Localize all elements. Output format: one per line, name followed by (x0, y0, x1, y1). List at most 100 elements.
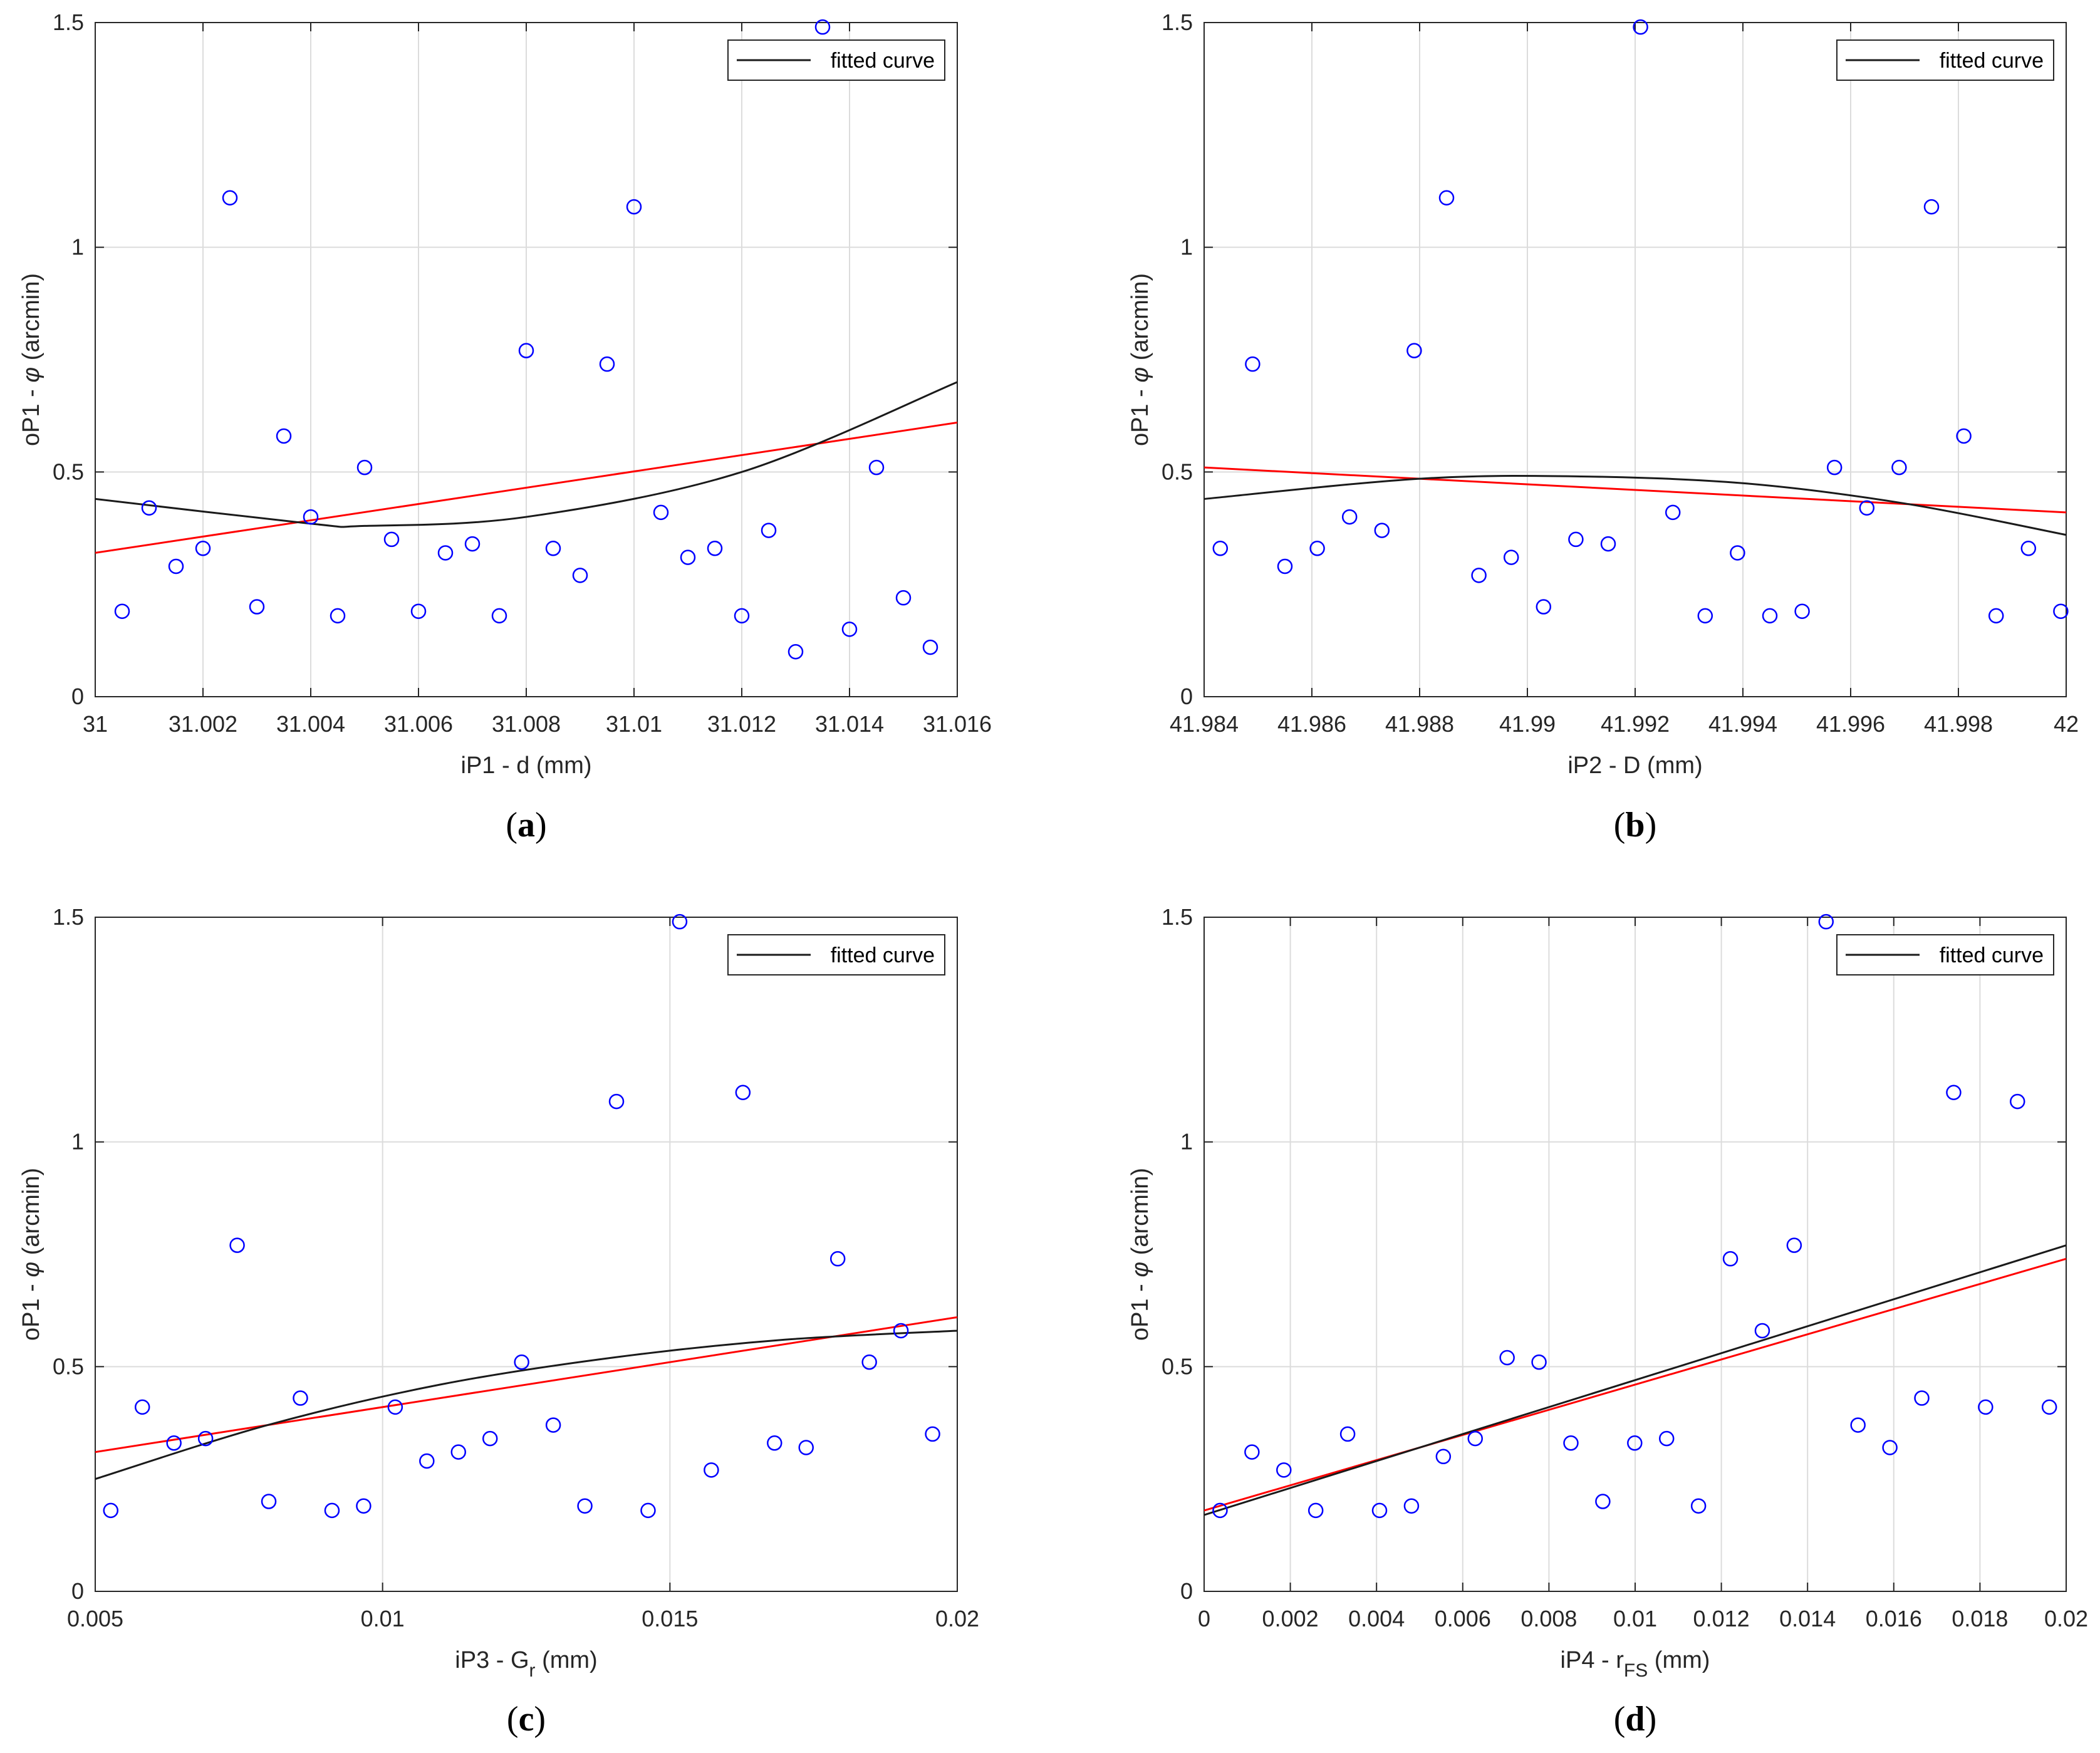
data-point (249, 599, 265, 615)
data-points (1212, 19, 2069, 624)
chart-panel-b: 41.984 41.986 41.988 41.99 41.992 41.994 41.99… (1127, 9, 2079, 845)
data-point (1818, 913, 1834, 930)
y-axis-label-symbol: φ (1127, 1262, 1153, 1277)
caption-letter: c (519, 1700, 534, 1739)
y-tick-label: 1.5 (53, 9, 84, 35)
data-point (1956, 428, 1972, 444)
data-point (1309, 541, 1325, 556)
data-point (626, 199, 642, 215)
x-tick-label: 41.996 (1816, 711, 1885, 737)
axes-frame (95, 917, 958, 1592)
x-tick-label: 0.02 (935, 1606, 979, 1631)
y-axis-label: oP1 - φ (arcmin) (1127, 1168, 1153, 1341)
y-axis-label-unit: (arcmin) (1127, 273, 1153, 367)
data-point (464, 536, 481, 552)
x-tick-label: 0.02 (2044, 1606, 2088, 1631)
data-point (841, 622, 858, 637)
panel-caption: (b) (1614, 806, 1656, 845)
data-point (1276, 1462, 1292, 1478)
caption-open-paren: ( (506, 806, 517, 845)
data-point (330, 608, 346, 624)
legend: fitted curve (1836, 39, 2054, 81)
data-point (437, 545, 454, 561)
panel-caption: (d) (1614, 1700, 1656, 1739)
data-point (2020, 541, 2037, 556)
data-point (303, 509, 319, 525)
data-point (599, 356, 615, 372)
y-tick-label: 0 (71, 1578, 84, 1604)
data-point (672, 913, 688, 930)
axes-frame (95, 22, 958, 697)
legend: fitted curve (1836, 934, 2054, 975)
x-tick-label: 0.005 (67, 1606, 123, 1631)
caption-close-paren: ) (1645, 1700, 1657, 1739)
data-point (134, 1399, 150, 1415)
y-tick-label: 0.5 (53, 1353, 84, 1379)
legend-box (727, 934, 945, 975)
data-point (1978, 1399, 1993, 1415)
data-point (168, 558, 184, 575)
data-point (1923, 199, 1940, 215)
data-point (1374, 523, 1390, 538)
x-axis-label-subscript: r (529, 1660, 536, 1681)
x-tick-label: 42 (2054, 711, 2079, 737)
data-point (861, 1354, 877, 1370)
data-point (1762, 608, 1778, 624)
data-point (1826, 459, 1843, 476)
y-tick-label: 1.5 (1162, 904, 1193, 930)
data-point (103, 1502, 119, 1519)
data-point (1244, 1444, 1260, 1460)
data-point (767, 1435, 782, 1451)
data-point (761, 523, 777, 538)
data-point (1212, 1502, 1228, 1519)
data-point (491, 608, 507, 624)
x-tick-label: 31.002 (169, 711, 237, 737)
y-axis-label-symbol: φ (18, 367, 44, 383)
data-point (514, 1354, 529, 1370)
y-tick-label: 0.5 (1162, 459, 1193, 484)
data-point (356, 1498, 372, 1514)
caption-open-paren: ( (507, 1700, 519, 1739)
data-point (1754, 1323, 1770, 1339)
data-point (261, 1494, 277, 1509)
x-tick-label: 0.002 (1262, 1606, 1319, 1631)
data-point (1633, 19, 1648, 35)
x-tick-label: 41.99 (1499, 711, 1556, 737)
data-point (1786, 1237, 1802, 1253)
y-axis-label-unit: (arcmin) (18, 273, 44, 367)
data-point (1503, 549, 1519, 565)
data-point (1499, 1350, 1515, 1366)
linear-fit-line (95, 1316, 957, 1454)
y-axis-label: oP1 - φ (arcmin) (18, 273, 44, 446)
data-point (925, 1426, 940, 1442)
data-point (1794, 603, 1810, 619)
data-point (680, 549, 696, 565)
data-point (640, 1502, 656, 1519)
y-tick-label: 0 (71, 684, 84, 709)
x-tick-label: 0.016 (1866, 1606, 1922, 1631)
data-point (704, 1462, 719, 1478)
y-axis-label: oP1 - φ (arcmin) (1127, 273, 1153, 446)
x-tick-label: 31.006 (384, 711, 453, 737)
data-points (103, 913, 940, 1519)
data-point (893, 1323, 909, 1339)
chart-panel-d: 0 0.002 0.004 0.006 0.008 0.01 0.012 0.014 0.016… (1127, 904, 2088, 1739)
data-point (608, 1093, 625, 1110)
data-point (114, 603, 130, 619)
data-point (1722, 1251, 1739, 1267)
x-tick-label: 0.004 (1348, 1606, 1405, 1631)
data-point (1690, 1498, 1707, 1514)
data-point (1536, 599, 1552, 615)
x-tick-label: 41.984 (1170, 711, 1239, 737)
y-axis-label-main: oP1 - (1127, 383, 1153, 446)
x-tick-label: 41.986 (1277, 711, 1346, 737)
data-point (1988, 608, 2004, 624)
data-point (1277, 558, 1293, 575)
data-point (545, 1417, 561, 1433)
x-tick-label: 0 (1198, 1606, 1210, 1631)
x-tick-label: 0.014 (1779, 1606, 1836, 1631)
data-point (1307, 1502, 1324, 1519)
data-point (1245, 356, 1261, 372)
x-tick-label: 0.008 (1520, 1606, 1577, 1631)
linear-fit-line (1204, 466, 2066, 514)
